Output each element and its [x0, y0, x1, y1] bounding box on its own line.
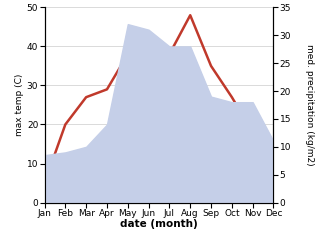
Y-axis label: max temp (C): max temp (C)	[15, 74, 24, 136]
X-axis label: date (month): date (month)	[120, 219, 198, 229]
Y-axis label: med. precipitation (kg/m2): med. precipitation (kg/m2)	[305, 44, 314, 166]
